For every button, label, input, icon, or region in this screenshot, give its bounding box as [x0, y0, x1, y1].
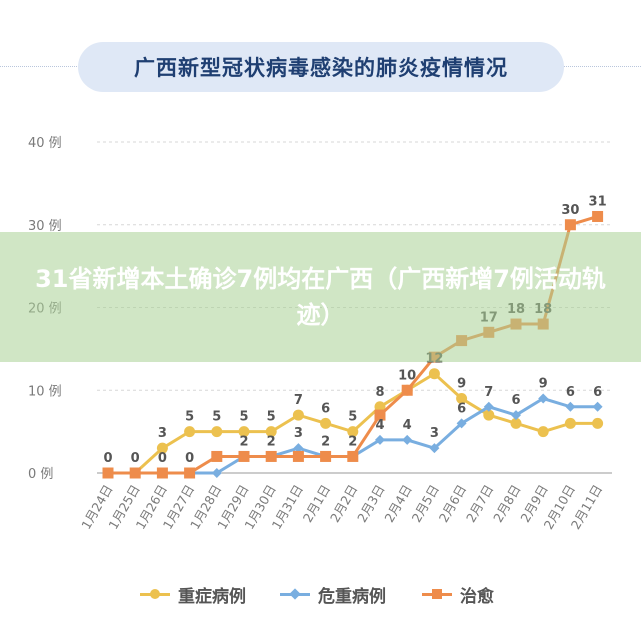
data-label: 4: [375, 418, 384, 433]
legend-marker-icon: [422, 586, 452, 602]
y-tick-label: 30 例: [28, 219, 62, 234]
data-point: [156, 442, 168, 454]
data-point: [483, 409, 495, 421]
data-label: 7: [484, 385, 493, 400]
data-point: [347, 426, 359, 438]
data-label: 2: [267, 434, 276, 449]
data-point: [456, 393, 468, 405]
chart-legend: 重症病例 危重病例 治愈: [140, 576, 540, 612]
data-label: 9: [539, 377, 548, 392]
data-label: 5: [185, 410, 194, 425]
chart-title: 广西新型冠状病毒感染的肺炎疫情情况: [78, 42, 564, 92]
legend-label: 危重病例: [318, 586, 386, 607]
data-label: 6: [593, 385, 602, 400]
data-point: [592, 210, 604, 222]
data-label: 6: [457, 401, 466, 416]
data-point: [320, 450, 332, 462]
data-point: [402, 434, 413, 445]
data-point: [538, 393, 549, 404]
data-point: [156, 467, 168, 479]
data-point: [592, 417, 604, 429]
data-point: [374, 401, 386, 413]
data-point: [238, 426, 250, 438]
news-caption-overlay: 31省新增本土确诊7例均在广西（广西新增7例活动轨迹）: [0, 232, 641, 362]
data-label: 9: [457, 377, 466, 392]
data-label: 0: [158, 451, 167, 466]
data-label: 5: [239, 410, 248, 425]
data-point: [429, 443, 440, 454]
legend-item: 重症病例: [140, 576, 246, 612]
legend-marker-icon: [140, 586, 170, 602]
data-label: 10: [398, 368, 416, 383]
data-point: [347, 450, 359, 462]
data-label: 6: [566, 385, 575, 400]
data-label: 31: [589, 194, 607, 209]
data-label: 5: [267, 410, 276, 425]
data-point: [483, 401, 494, 412]
data-point: [428, 368, 440, 380]
data-label: 0: [185, 451, 194, 466]
data-label: 30: [561, 203, 579, 218]
y-tick-label: 40 例: [28, 136, 62, 151]
data-label: 3: [158, 426, 167, 441]
data-point: [102, 467, 114, 479]
y-tick-label: 10 例: [28, 384, 62, 399]
legend-item: 治愈: [422, 576, 494, 612]
data-label: 6: [321, 401, 330, 416]
data-point: [564, 417, 576, 429]
legend-label: 重症病例: [178, 586, 246, 607]
data-label: 4: [403, 418, 412, 433]
data-point: [511, 410, 521, 421]
data-point: [292, 450, 304, 462]
news-caption: 31省新增本土确诊7例均在广西（广西新增7例活动轨迹）: [35, 265, 606, 329]
data-label: 3: [430, 426, 439, 441]
data-point: [293, 443, 304, 454]
legend-label: 治愈: [460, 586, 494, 607]
data-label: 0: [103, 451, 112, 466]
data-point: [537, 426, 549, 438]
data-point: [401, 384, 413, 396]
data-point: [211, 426, 223, 438]
data-point: [375, 434, 385, 445]
data-point: [184, 467, 196, 479]
data-point: [565, 401, 576, 412]
data-point: [592, 401, 603, 412]
data-label: 5: [212, 410, 221, 425]
data-point: [320, 417, 332, 429]
data-label: 8: [375, 385, 384, 400]
data-label: 5: [348, 410, 357, 425]
data-point: [129, 467, 141, 479]
data-point: [238, 450, 250, 462]
data-label: 7: [294, 393, 303, 408]
data-point: [184, 426, 196, 438]
data-label: 2: [321, 434, 330, 449]
data-label: 2: [239, 434, 248, 449]
data-point: [564, 219, 576, 231]
data-label: 2: [348, 434, 357, 449]
data-point: [374, 409, 386, 421]
data-point: [265, 426, 277, 438]
legend-item: 危重病例: [280, 576, 386, 612]
data-label: 6: [511, 393, 520, 408]
data-point: [211, 450, 223, 462]
legend-marker-icon: [280, 586, 310, 602]
data-label: 0: [131, 451, 140, 466]
y-tick-label: 0 例: [28, 467, 53, 482]
data-point: [456, 418, 467, 429]
data-point: [510, 417, 522, 429]
data-point: [265, 450, 277, 462]
data-label: 3: [294, 426, 303, 441]
data-point: [211, 468, 222, 478]
data-point: [292, 409, 304, 421]
